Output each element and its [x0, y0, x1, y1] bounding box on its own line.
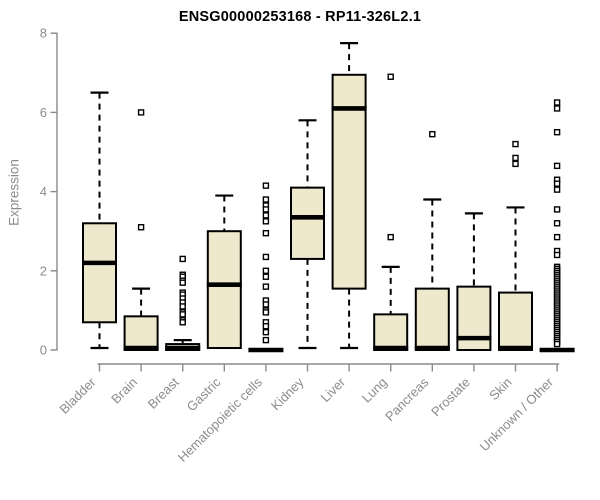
outlier-point — [179, 255, 186, 263]
boxplot-lung — [373, 73, 409, 351]
outlier-point — [262, 328, 270, 336]
boxplot-unknown-other — [539, 99, 575, 353]
outlier-point — [553, 105, 561, 112]
outlier-point — [553, 162, 561, 170]
boxplot-kidney — [290, 119, 325, 350]
iqr-box — [373, 313, 409, 351]
x-tick-label-lung: Lung — [359, 375, 390, 406]
outlier-point — [262, 206, 270, 213]
outlier-point — [553, 233, 561, 241]
y-tick-label: 8 — [40, 26, 47, 41]
y-tick-label: 6 — [40, 105, 47, 120]
outlier-point — [262, 273, 270, 280]
boxplot-breast — [165, 255, 201, 351]
outlier-point — [262, 212, 270, 219]
iqr-box — [290, 186, 325, 260]
boxplot-brain — [123, 109, 159, 351]
iqr-box — [414, 287, 450, 351]
x-tick-label-unknown-other: Unknown / Other — [477, 374, 557, 454]
outlier-point — [262, 196, 270, 203]
outlier-point — [553, 251, 561, 259]
outlier-point — [553, 128, 561, 136]
outlier-point — [553, 180, 561, 187]
outlier-point — [262, 283, 270, 290]
iqr-box — [123, 315, 159, 351]
outlier-point — [262, 182, 270, 189]
boxplot-skin — [498, 140, 533, 351]
outlier-point — [512, 160, 519, 168]
outlier-point — [553, 220, 561, 227]
x-tick-label-gastric: Gastric — [184, 374, 224, 414]
iqr-box — [456, 285, 492, 352]
outlier-point — [262, 323, 270, 330]
x-tick-label-skin: Skin — [486, 375, 514, 403]
outlier-point — [262, 301, 270, 308]
outlier-point — [179, 279, 186, 286]
x-tick-label-kidney: Kidney — [268, 374, 307, 413]
iqr-box — [498, 291, 533, 351]
chart-title: ENSG00000253168 - RP11-326L2.1 — [178, 9, 422, 25]
outlier-point — [429, 130, 436, 138]
outlier-point — [553, 206, 561, 213]
boxplot-liver — [331, 41, 367, 350]
boxplot-gastric — [206, 194, 242, 350]
x-tick-label-liver: Liver — [318, 374, 349, 405]
boxplot-prostate — [456, 212, 492, 352]
iqr-box — [82, 222, 117, 324]
x-tick-label-brain: Brain — [108, 375, 140, 407]
outlier-point — [387, 73, 394, 80]
outlier-point — [262, 336, 270, 344]
outlier-point — [262, 253, 270, 261]
outlier-point — [137, 224, 145, 231]
y-tick-label: 0 — [40, 343, 47, 358]
outlier-point — [137, 109, 145, 116]
outlier-point — [553, 340, 561, 348]
outlier-point — [387, 233, 394, 241]
outlier-point — [262, 267, 270, 274]
iqr-box — [206, 230, 242, 350]
boxplot-pancreas — [414, 130, 450, 351]
outlier-point — [179, 319, 186, 326]
outlier-point — [262, 309, 270, 316]
boxplot-hematopoietic-cells — [248, 182, 284, 353]
boxplot-bladder — [82, 91, 117, 350]
outlier-point — [179, 311, 186, 318]
outlier-point — [553, 186, 561, 193]
x-tick-label-breast: Breast — [145, 374, 182, 411]
y-tick-label: 2 — [40, 263, 47, 278]
y-axis-title: Expression — [6, 159, 22, 226]
y-tick-label: 4 — [40, 184, 47, 199]
outlier-point — [262, 229, 270, 237]
outlier-point — [553, 99, 561, 106]
x-tick-label-pancreas: Pancreas — [382, 374, 432, 424]
x-tick-label-bladder: Bladder — [56, 374, 99, 417]
outlier-point — [512, 140, 519, 148]
outlier-point — [179, 303, 186, 310]
outlier-point — [262, 218, 270, 225]
x-tick-label-prostate: Prostate — [428, 375, 473, 420]
outlier-point — [512, 154, 519, 162]
